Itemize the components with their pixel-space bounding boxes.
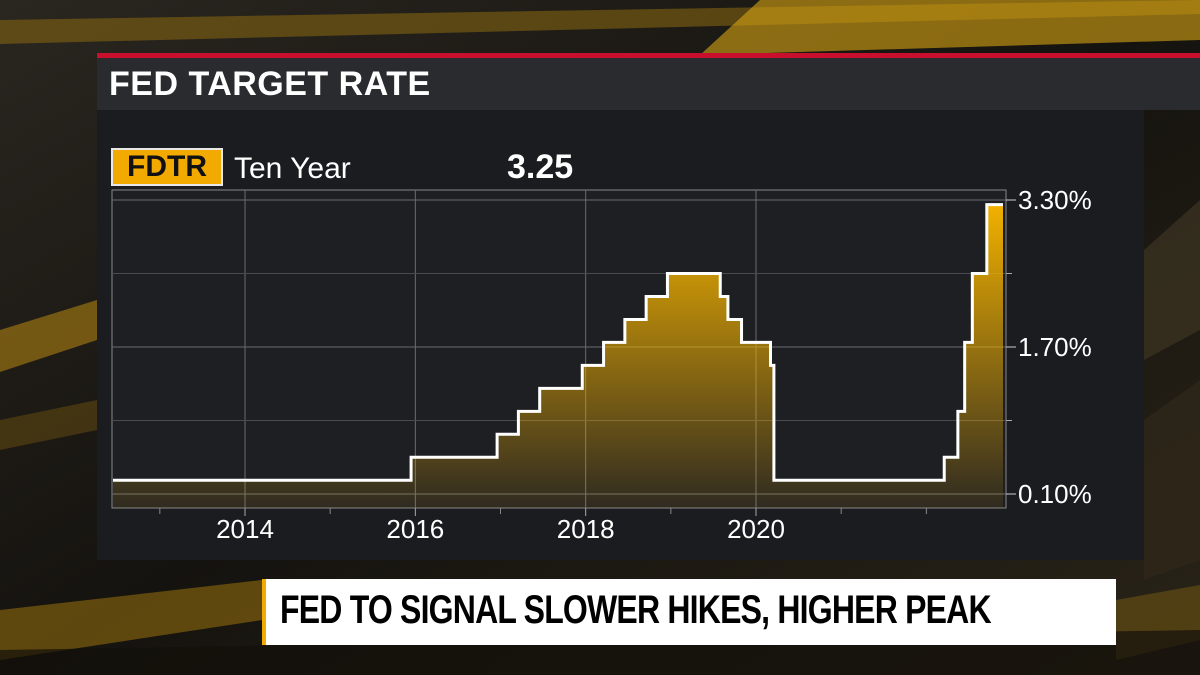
y-axis: 0.10% 1.70% 3.30% [1006, 185, 1092, 509]
current-value: 3.25 [507, 148, 574, 186]
rate-line [113, 203, 1003, 482]
x-tick-label: 2018 [557, 514, 615, 544]
x-tick-label: 2014 [216, 514, 274, 544]
headline-banner: FED TO SIGNAL SLOWER HIKES, HIGHER PEAK [262, 579, 1116, 645]
y-tick-label: 0.10% [1018, 479, 1092, 509]
ticker-badge: FDTR [111, 148, 223, 186]
y-tick-label: 3.30% [1018, 185, 1092, 215]
rate-area [113, 204, 1003, 508]
y-tick-label: 1.70% [1018, 332, 1092, 362]
headline-text: FED TO SIGNAL SLOWER HIKES, HIGHER PEAK [280, 588, 992, 632]
x-axis: 2014 2016 2018 2020 [159, 508, 927, 544]
x-tick-label: 2016 [386, 514, 444, 544]
title-bar: FED TARGET RATE [97, 53, 1200, 110]
period-label: Ten Year [234, 152, 351, 185]
x-tick-label: 2020 [727, 514, 785, 544]
chart-title: FED TARGET RATE [109, 65, 431, 103]
